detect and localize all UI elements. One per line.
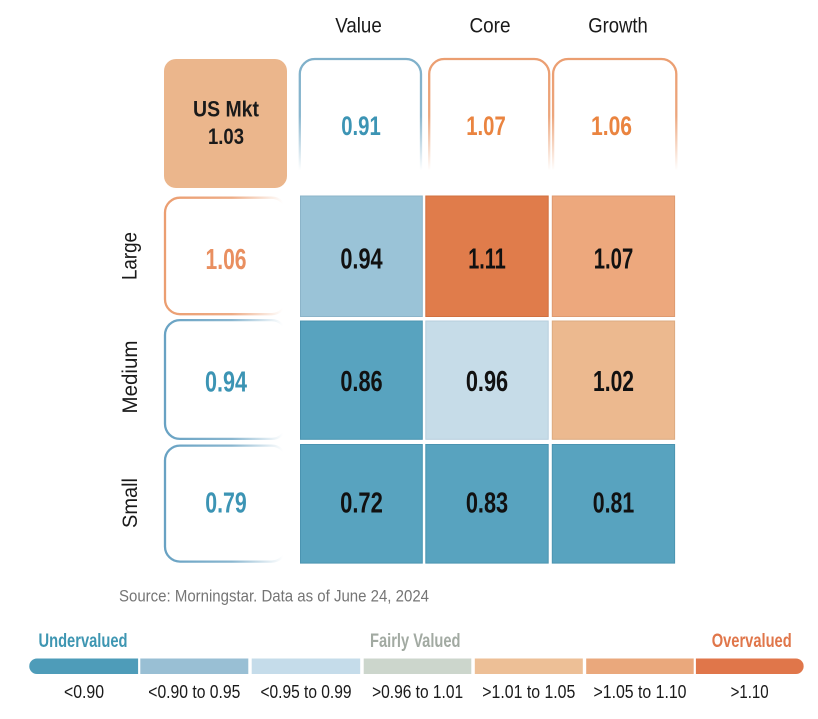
svg-text:>1.01 to 1.05: >1.01 to 1.05 [482,681,575,702]
svg-text:Value: Value [335,14,382,37]
svg-text:Source: Morningstar. Data as o: Source: Morningstar. Data as of June 24,… [119,587,429,605]
svg-text:0.83: 0.83 [466,488,508,520]
svg-text:<0.90 to 0.95: <0.90 to 0.95 [148,681,240,702]
svg-text:>1.10: >1.10 [731,681,769,702]
svg-text:0.79: 0.79 [205,488,247,520]
svg-text:1.06: 1.06 [206,244,247,276]
svg-text:0.72: 0.72 [340,488,383,520]
svg-text:0.81: 0.81 [593,488,635,520]
svg-text:1.02: 1.02 [593,366,634,398]
svg-text:Growth: Growth [588,14,648,37]
svg-text:0.94: 0.94 [340,244,382,276]
svg-text:Large: Large [119,232,142,280]
svg-text:1.03: 1.03 [208,124,244,149]
svg-text:1.06: 1.06 [591,111,632,141]
svg-text:1.07: 1.07 [594,244,634,276]
svg-text:Core: Core [470,14,511,37]
svg-text:0.96: 0.96 [466,366,508,398]
svg-text:Overvalued: Overvalued [712,631,792,652]
svg-text:>0.96 to 1.01: >0.96 to 1.01 [372,681,463,702]
svg-text:Fairly Valued: Fairly Valued [370,631,461,652]
svg-text:0.91: 0.91 [341,111,381,141]
svg-text:US Mkt: US Mkt [193,96,260,121]
svg-text:0.86: 0.86 [340,366,382,398]
svg-text:Small: Small [119,478,142,528]
svg-text:Medium: Medium [119,341,142,414]
svg-text:>1.05 to 1.10: >1.05 to 1.10 [594,681,687,702]
svg-text:1.07: 1.07 [466,111,506,141]
svg-text:<0.95 to 0.99: <0.95 to 0.99 [261,681,352,702]
svg-text:Undervalued: Undervalued [39,631,128,652]
svg-text:1.11: 1.11 [468,244,506,276]
svg-text:0.94: 0.94 [205,367,247,399]
svg-text:<0.90: <0.90 [64,681,104,702]
